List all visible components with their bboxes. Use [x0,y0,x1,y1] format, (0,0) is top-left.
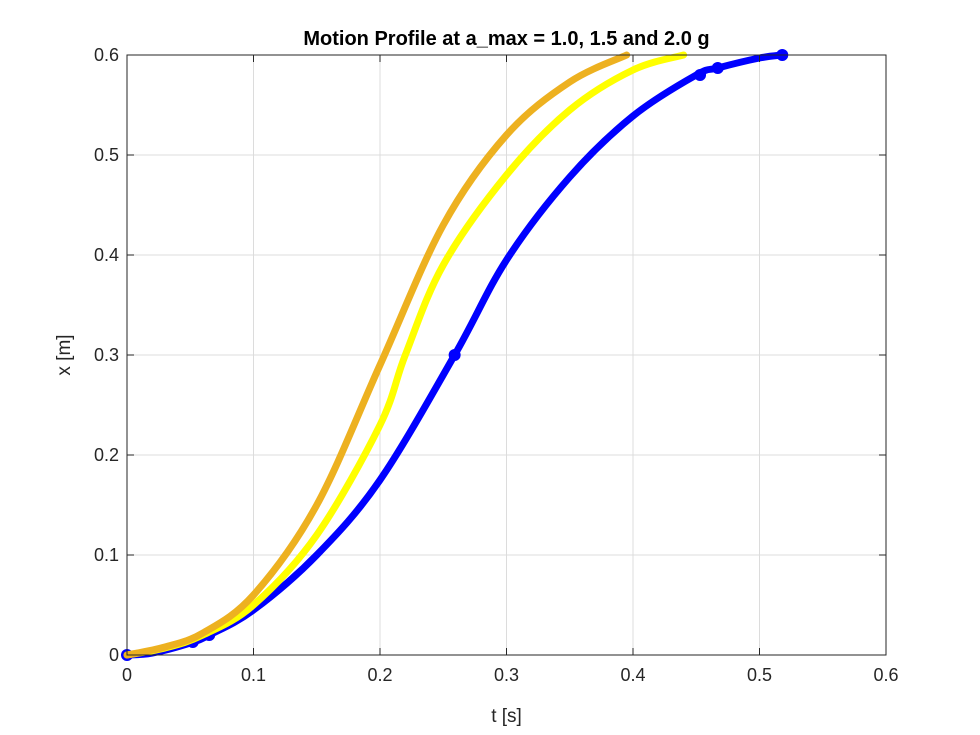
chart-title: Motion Profile at a_max = 1.0, 1.5 and 2… [303,28,709,50]
x-tick-label: 0 [122,665,132,685]
y-tick-label: 0.6 [94,45,119,65]
y-tick-label: 0.1 [94,545,119,565]
series-marker [448,349,461,361]
y-tick-label: 0.3 [94,345,119,365]
series-line-orange [123,51,631,659]
series-marker [711,62,724,74]
y-tick-label: 0.5 [94,145,119,165]
y-tick-label: 0.4 [94,245,119,265]
y-tick-label: 0 [109,645,119,665]
x-tick-label: 0.1 [241,665,266,685]
x-tick-label: 0.3 [494,665,519,685]
x-axis-label: t [s] [491,706,522,727]
series-layer [121,49,789,661]
series-marker [694,69,707,81]
x-tick-label: 0.6 [873,665,898,685]
ticks: 0 0.1 0.2 0.3 0.4 0.5 0.6 0 0.1 0.2 0.3 0.4 0.5 0.6 [94,45,899,685]
x-tick-label: 0.5 [747,665,772,685]
x-tick-label: 0.2 [367,665,392,685]
y-tick-label: 0.2 [94,445,119,465]
y-axis-label: x [m] [54,334,75,375]
x-tick-label: 0.4 [620,665,645,685]
